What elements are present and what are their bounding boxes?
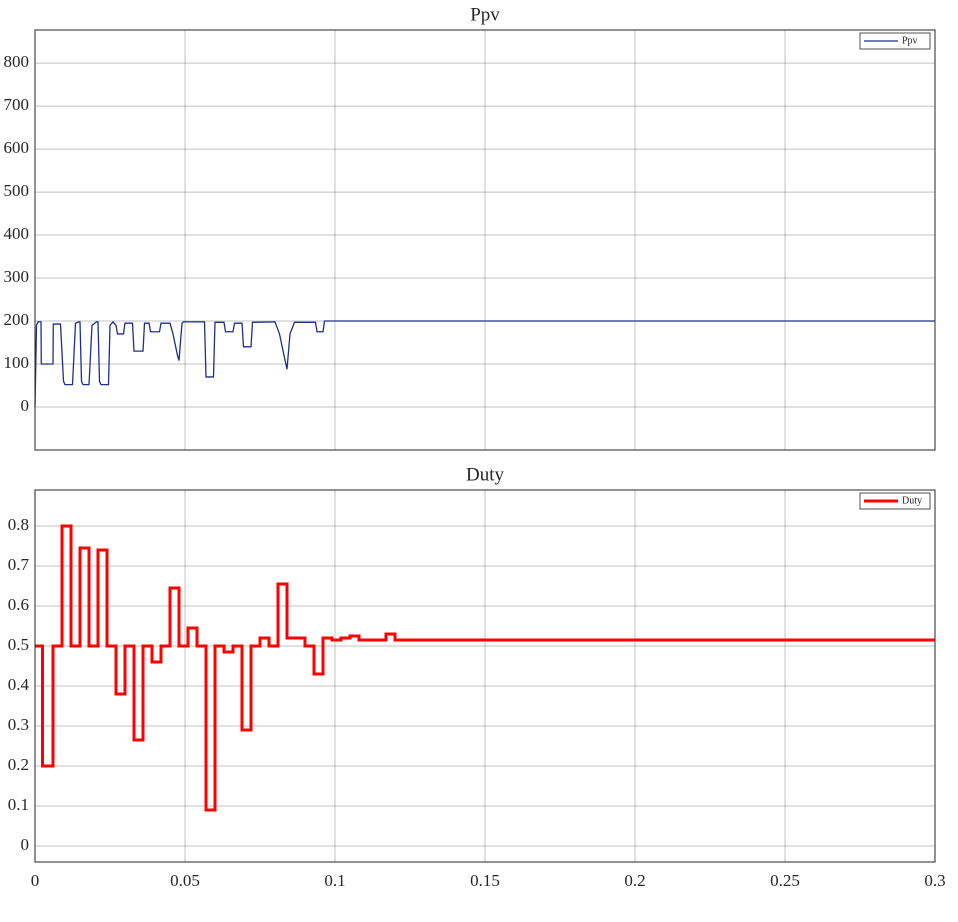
- data-line: [34, 320, 935, 408]
- y-tick-label: 0.1: [8, 795, 29, 814]
- y-tick-label: 0.6: [8, 595, 29, 614]
- plot-area: [35, 490, 935, 862]
- axes-frame: [34, 29, 936, 451]
- data-line: [35, 524, 935, 812]
- y-tick-label: 100: [4, 353, 30, 372]
- axes-frame: [34, 489, 936, 863]
- y-tick-label: 0.2: [8, 755, 29, 774]
- y-tick-label: 400: [4, 224, 30, 243]
- legend-label: Ppv: [902, 35, 918, 46]
- y-tick-label: 700: [4, 95, 30, 114]
- x-tick-label: 0.1: [324, 871, 345, 890]
- chart-title: Duty: [466, 464, 505, 485]
- y-tick-label: 0.5: [8, 635, 29, 654]
- y-tick-label: 0: [21, 835, 30, 854]
- y-tick-label: 300: [4, 267, 30, 286]
- y-tick-label: 600: [4, 138, 30, 157]
- x-tick-label: 0.05: [170, 871, 200, 890]
- plot-area: [35, 30, 935, 450]
- x-tick-label: 0.2: [624, 871, 645, 890]
- x-tick-label: 0: [31, 871, 40, 890]
- y-tick-label: 0.8: [8, 515, 29, 534]
- y-tick-label: 0: [21, 396, 30, 415]
- y-tick-label: 0.4: [8, 675, 30, 694]
- y-tick-label: 500: [4, 181, 30, 200]
- legend-label: Duty: [902, 495, 922, 506]
- chart-title: Ppv: [470, 4, 500, 25]
- x-tick-label: 0.3: [924, 871, 945, 890]
- y-tick-label: 800: [4, 52, 30, 71]
- x-tick-label: 0.25: [770, 871, 800, 890]
- y-tick-label: 0.7: [8, 555, 30, 574]
- y-tick-label: 0.3: [8, 715, 29, 734]
- x-tick-label: 0.15: [470, 871, 500, 890]
- y-tick-label: 200: [4, 310, 30, 329]
